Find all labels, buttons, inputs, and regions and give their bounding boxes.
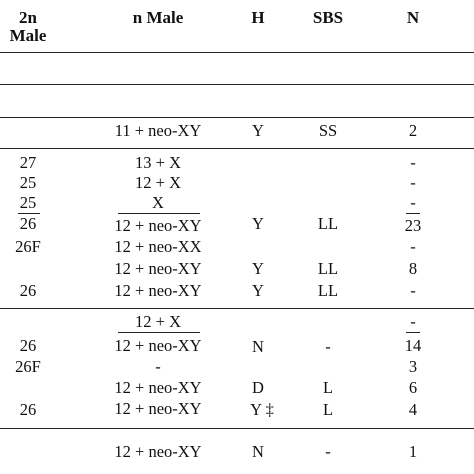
table-cell: LL	[317, 214, 339, 233]
cell-underline	[18, 213, 40, 214]
header-sbs: SBS	[312, 8, 344, 27]
table-cell: -	[410, 312, 416, 331]
table-cell: Y	[252, 259, 264, 278]
table-cell: 12 + neo-XY	[114, 216, 202, 235]
table-cell: 12 + neo-XY	[114, 281, 202, 300]
table-cell: L	[322, 400, 334, 419]
table-rule	[0, 52, 474, 53]
table-rule	[0, 428, 474, 429]
table-cell: 23	[404, 216, 422, 235]
table-cell: N	[252, 337, 264, 356]
header-n: N	[406, 8, 420, 27]
table-cell: -	[155, 357, 161, 376]
table-cell: -	[325, 337, 331, 356]
table-cell: 26	[19, 336, 37, 355]
table-cell: L	[322, 378, 334, 397]
header-2n-line1: 2n	[19, 8, 37, 27]
table-cell: LL	[317, 259, 339, 278]
table-cell: D	[252, 378, 264, 397]
table-cell: -	[325, 442, 331, 461]
table-cell: 11 + neo-XY	[114, 121, 202, 140]
table-rule	[0, 148, 474, 149]
table-cell: 12 + neo-XX	[114, 237, 202, 256]
table-cell: 8	[408, 259, 418, 278]
table-cell: Y	[252, 281, 264, 300]
table-rule	[0, 308, 474, 309]
table-cell: 26	[19, 281, 37, 300]
cell-underline	[406, 213, 420, 214]
table-cell: 13 + X	[135, 153, 181, 172]
table-cell: N	[252, 442, 264, 461]
table-cell: Y	[252, 214, 264, 233]
table-cell: 27	[19, 153, 37, 172]
table-cell: 12 + neo-XY	[114, 259, 202, 278]
table-rule	[0, 117, 474, 118]
table-cell: 12 + X	[135, 312, 181, 331]
table-cell: Y	[252, 121, 264, 140]
table-cell: 1	[408, 442, 418, 461]
header-n-male: n Male	[132, 8, 184, 27]
table-cell: 25	[19, 173, 37, 192]
table-cell: 26	[19, 214, 37, 233]
table-cell: 12 + X	[135, 173, 181, 192]
cell-underline	[406, 332, 420, 333]
table-cell: 25	[19, 193, 37, 212]
table-cell: 6	[408, 378, 418, 397]
table-cell: LL	[317, 281, 339, 300]
table-cell: 12 + neo-XY	[114, 399, 202, 418]
table-cell: X	[152, 193, 164, 212]
table-cell: 26F	[15, 237, 41, 256]
header-h: H	[251, 8, 265, 27]
table-cell: 26F	[15, 357, 41, 376]
table-rule	[0, 84, 474, 85]
header-2n-line2: Male	[9, 26, 47, 45]
table-cell: 12 + neo-XY	[114, 336, 202, 355]
table-cell: -	[410, 173, 416, 192]
table-cell: 4	[408, 400, 418, 419]
table-cell: 12 + neo-XY	[114, 378, 202, 397]
table-cell: 26	[19, 400, 37, 419]
cell-underline	[118, 213, 200, 214]
cell-underline	[118, 332, 200, 333]
table-cell: 3	[408, 357, 418, 376]
table-cell: -	[410, 153, 416, 172]
table-cell: -	[410, 193, 416, 212]
table-cell: -	[410, 281, 416, 300]
table-cell: 12 + neo-XY	[114, 442, 202, 461]
table-cell: Y ‡	[250, 400, 274, 419]
table-cell: 14	[404, 336, 422, 355]
table-cell: -	[410, 237, 416, 256]
table-cell: SS	[318, 121, 338, 140]
table-cell: 2	[408, 121, 418, 140]
